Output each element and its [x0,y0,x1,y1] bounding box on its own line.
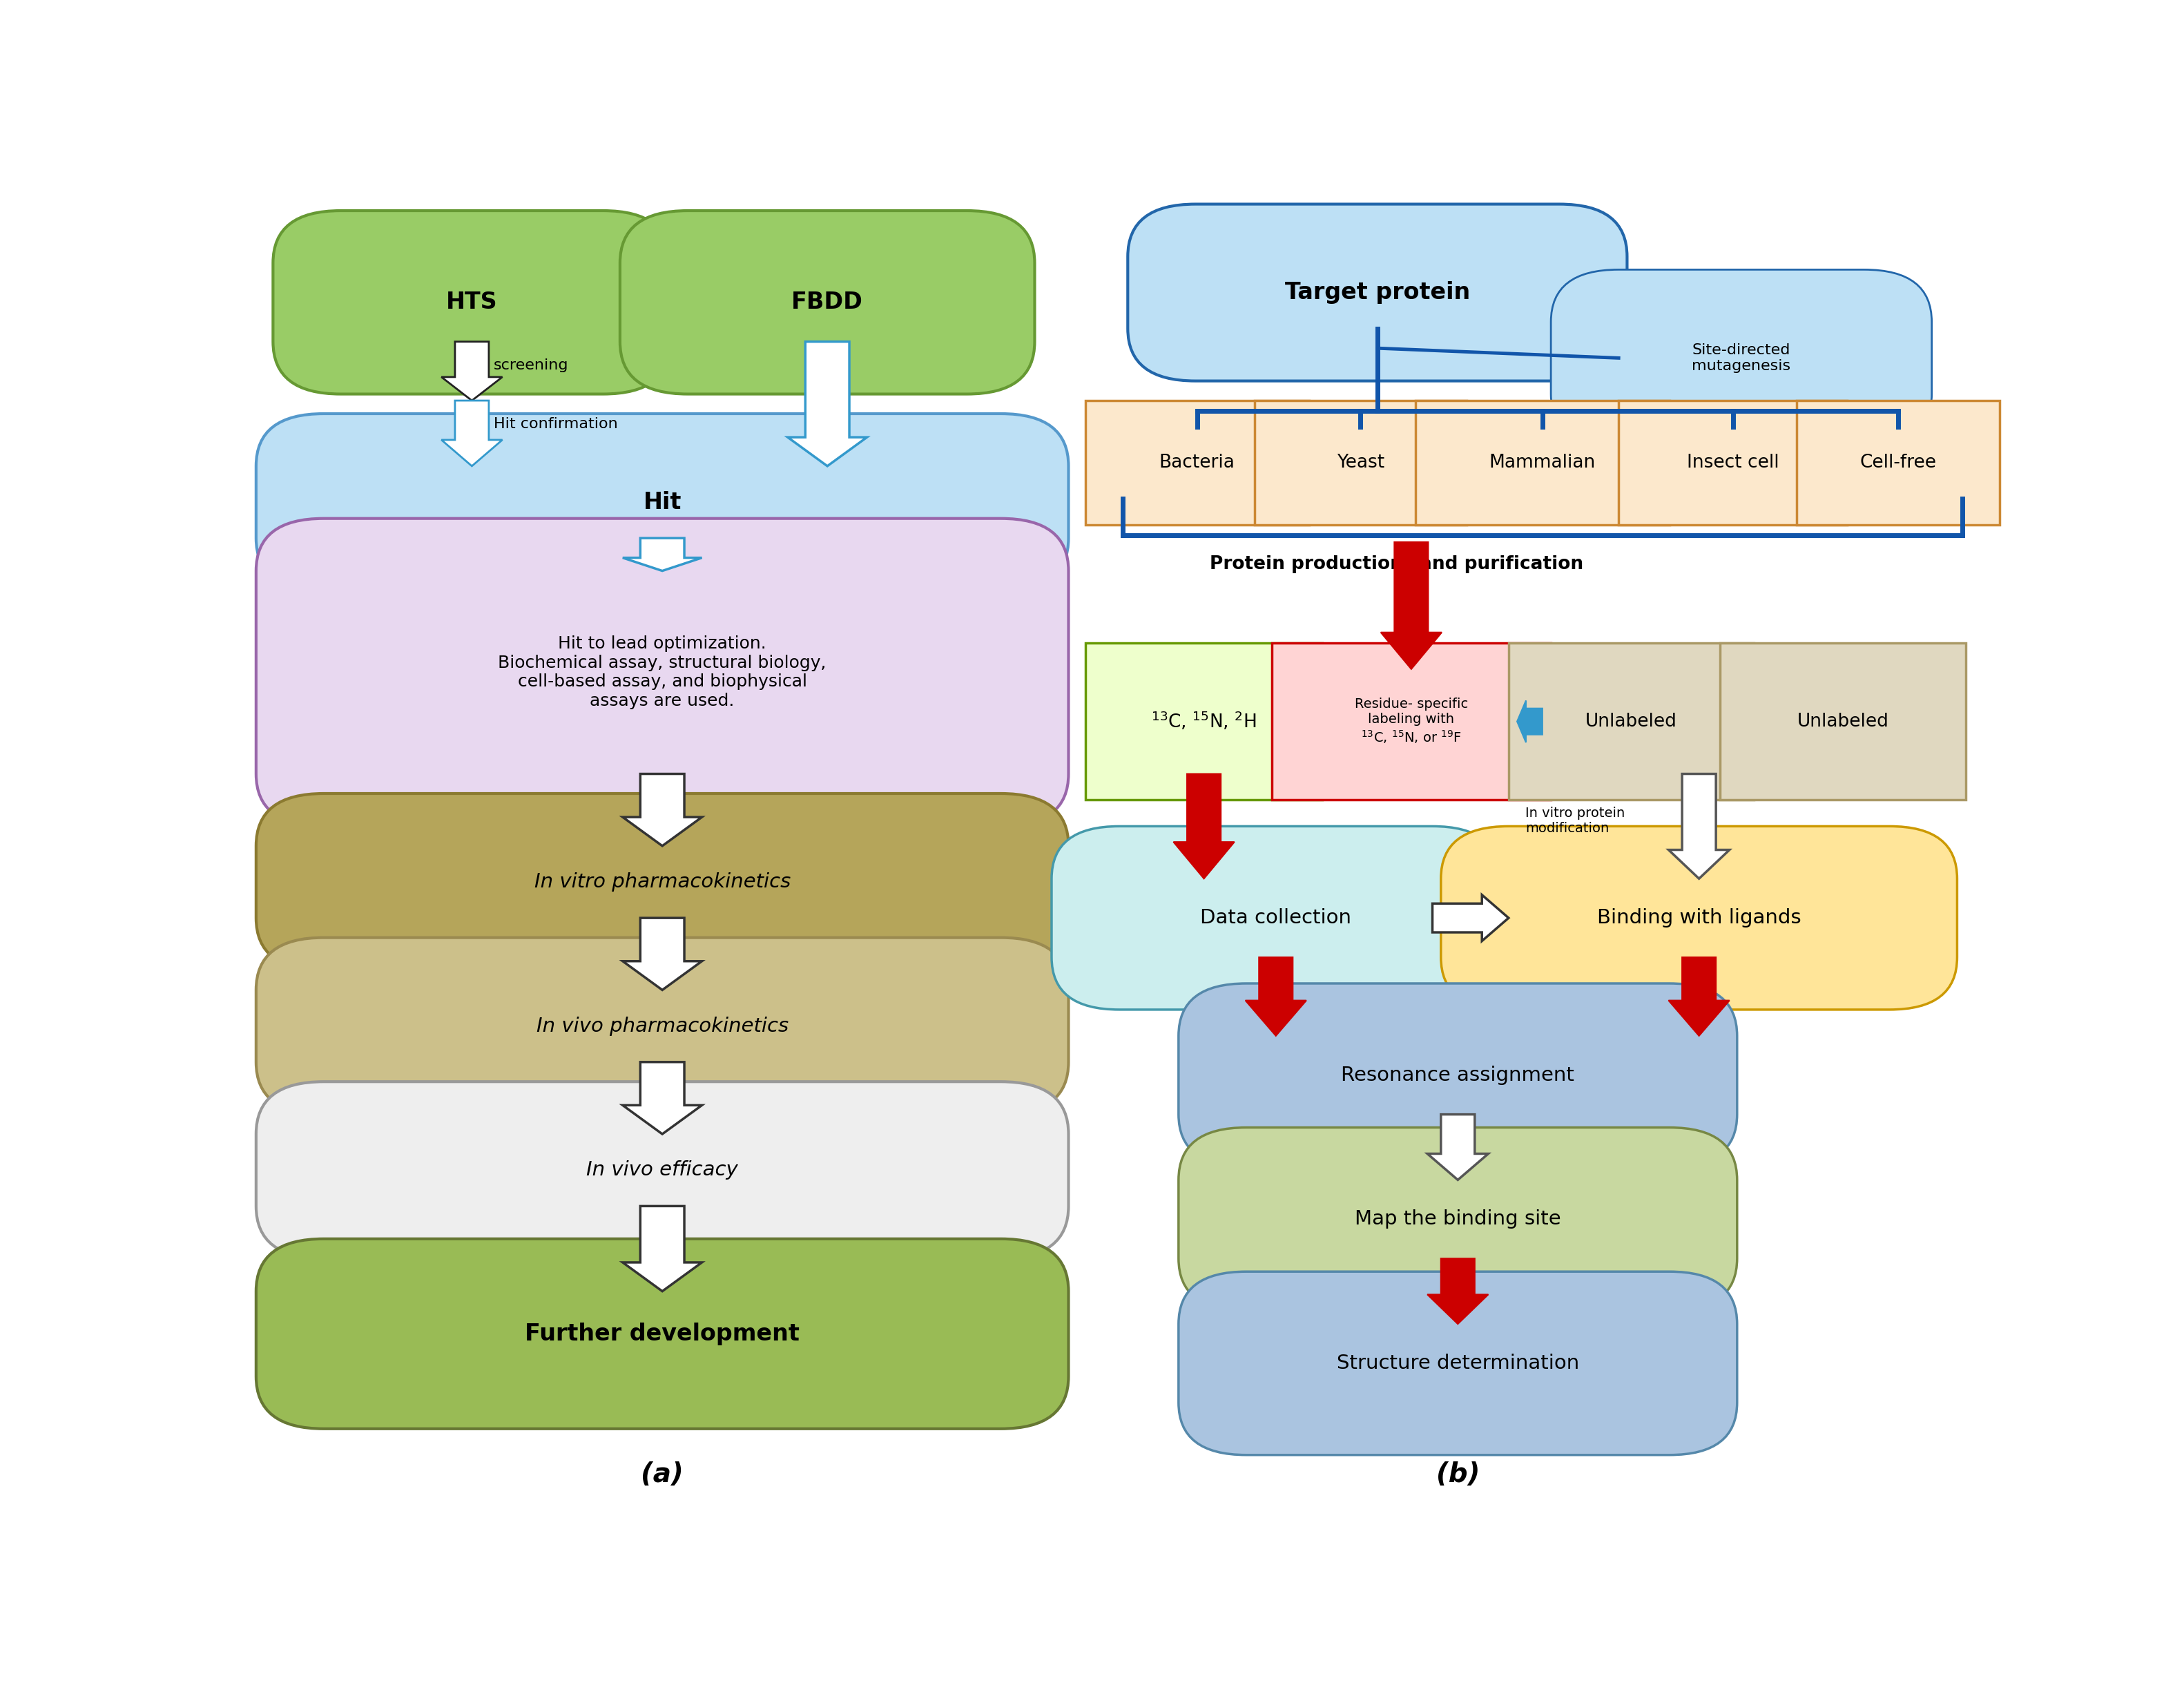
Text: Yeast: Yeast [1337,454,1385,471]
FancyBboxPatch shape [1256,400,1465,526]
Text: Residue- specific
labeling with
$^{13}$C, $^{15}$N, or $^{19}$F: Residue- specific labeling with $^{13}$C… [1354,697,1468,745]
Polygon shape [622,919,701,990]
Text: Hit: Hit [642,490,681,514]
Polygon shape [1173,774,1234,879]
FancyBboxPatch shape [1179,983,1736,1167]
Text: In vivo pharmacokinetics: In vivo pharmacokinetics [537,1015,788,1036]
Polygon shape [1669,958,1730,1036]
Polygon shape [1245,958,1306,1036]
Text: Mammalian: Mammalian [1489,454,1597,471]
Text: Data collection: Data collection [1201,908,1352,927]
Text: Resonance assignment: Resonance assignment [1341,1065,1575,1085]
FancyBboxPatch shape [1127,204,1627,381]
Polygon shape [1433,895,1509,941]
Text: In vitro pharmacokinetics: In vitro pharmacokinetics [535,873,791,891]
Polygon shape [441,342,502,400]
Text: Unlabeled: Unlabeled [1797,713,1889,730]
FancyBboxPatch shape [1116,663,1935,781]
FancyBboxPatch shape [1271,643,1551,799]
Polygon shape [1669,774,1730,879]
FancyBboxPatch shape [1509,643,1754,799]
FancyBboxPatch shape [256,793,1068,970]
Polygon shape [1380,543,1441,668]
Text: Insect cell: Insect cell [1686,454,1780,471]
FancyBboxPatch shape [1721,643,1966,799]
FancyBboxPatch shape [1085,643,1324,799]
Text: HTS: HTS [446,291,498,313]
FancyBboxPatch shape [1415,400,1669,526]
Polygon shape [622,1061,701,1135]
Polygon shape [622,538,701,572]
Polygon shape [788,342,867,466]
Polygon shape [622,774,701,845]
Text: Structure determination: Structure determination [1337,1354,1579,1373]
Text: Target protein: Target protein [1284,281,1470,304]
FancyBboxPatch shape [1618,400,1848,526]
FancyBboxPatch shape [256,519,1068,827]
Text: In vivo efficacy: In vivo efficacy [587,1160,738,1180]
Text: Hit to lead optimization.
Biochemical assay, structural biology,
cell-based assa: Hit to lead optimization. Biochemical as… [498,634,826,709]
Text: FBDD: FBDD [791,291,863,313]
Polygon shape [1428,1114,1487,1180]
FancyBboxPatch shape [256,937,1068,1114]
Text: Site-directed
mutagenesis: Site-directed mutagenesis [1693,344,1791,373]
Polygon shape [1518,701,1542,742]
FancyBboxPatch shape [1085,400,1308,526]
Text: Map the binding site: Map the binding site [1354,1209,1562,1228]
Polygon shape [1428,1259,1487,1323]
FancyBboxPatch shape [1441,827,1957,1010]
Text: and purification: and purification [1420,555,1583,573]
Polygon shape [441,400,502,466]
FancyBboxPatch shape [1179,1128,1736,1311]
Text: (b): (b) [1435,1461,1481,1488]
Text: (a): (a) [640,1461,684,1488]
Text: Cell-free: Cell-free [1859,454,1937,471]
Text: Binding with ligands: Binding with ligands [1597,908,1802,927]
FancyBboxPatch shape [256,413,1068,590]
Text: Further development: Further development [524,1322,799,1345]
Text: In vitro protein
modification: In vitro protein modification [1527,806,1625,835]
FancyBboxPatch shape [1551,269,1933,446]
FancyBboxPatch shape [1797,400,2001,526]
FancyBboxPatch shape [273,211,670,395]
Text: Unlabeled: Unlabeled [1586,713,1677,730]
Text: Bacteria: Bacteria [1160,454,1236,471]
FancyBboxPatch shape [1179,1272,1736,1454]
Polygon shape [622,1206,701,1291]
FancyBboxPatch shape [256,1238,1068,1429]
Text: screening: screening [494,359,568,373]
Text: Protein production: Protein production [1210,555,1402,573]
FancyBboxPatch shape [256,1082,1068,1259]
Text: $^{13}$C, $^{15}$N, $^{2}$H: $^{13}$C, $^{15}$N, $^{2}$H [1151,711,1256,733]
FancyBboxPatch shape [620,211,1035,395]
FancyBboxPatch shape [1053,827,1500,1010]
Text: Hit confirmation: Hit confirmation [494,417,618,430]
